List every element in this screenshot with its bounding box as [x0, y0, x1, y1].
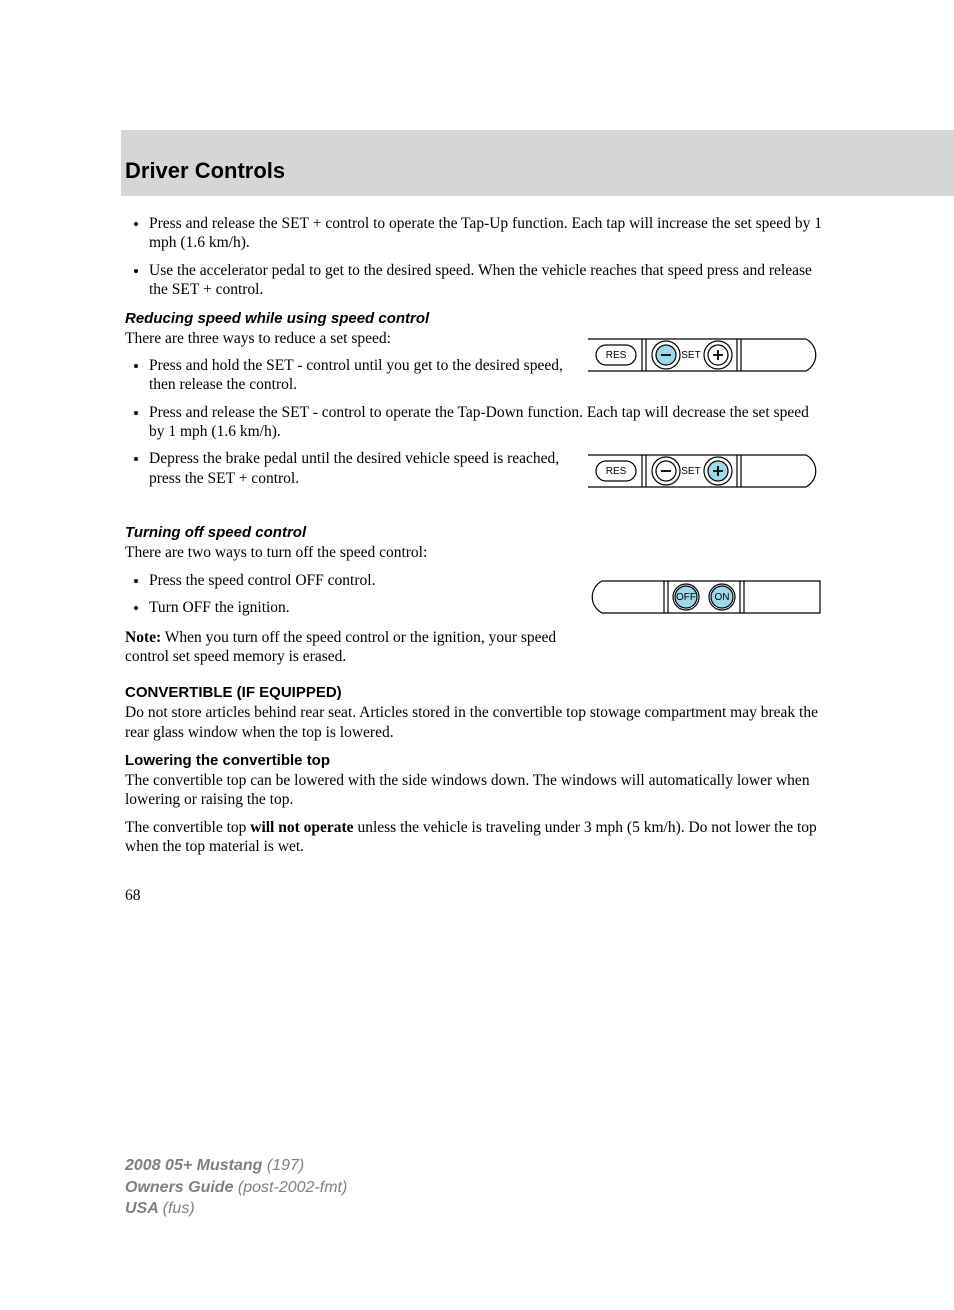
- bullet-item: Press and hold the SET - control until y…: [149, 356, 578, 395]
- bullet-item: Depress the brake pedal until the desire…: [149, 449, 578, 488]
- heading-turning-off: Turning off speed control: [125, 524, 824, 541]
- bullet-item: Turn OFF the ignition.: [149, 598, 578, 617]
- label-set: SET: [681, 466, 700, 477]
- note-label: Note:: [125, 629, 161, 646]
- off-note: Note: When you turn off the speed contro…: [125, 628, 824, 667]
- bullet-item: Press the speed control OFF control.: [149, 571, 578, 590]
- heading-convertible: CONVERTIBLE (IF EQUIPPED): [125, 684, 824, 701]
- footer: 2008 05+ Mustang (197) Owners Guide (pos…: [125, 1155, 347, 1220]
- bullet-item: Press and release the SET + control to o…: [149, 214, 824, 253]
- label-res: RES: [606, 350, 627, 361]
- page-title: Driver Controls: [125, 158, 954, 184]
- reduce-intro: There are three ways to reduce a set spe…: [125, 329, 564, 348]
- heading-lowering: Lowering the convertible top: [125, 752, 824, 769]
- off-intro: There are two ways to turn off the speed…: [125, 543, 824, 562]
- conv-body: Do not store articles behind rear seat. …: [125, 703, 824, 742]
- bullet-item: Press and release the SET - control to o…: [149, 403, 824, 442]
- section-title-bar: Driver Controls: [121, 130, 954, 196]
- cruise-diagram-plus: RES SET: [584, 447, 824, 500]
- label-res: RES: [606, 466, 627, 477]
- note-body: When you turn off the speed control or t…: [125, 629, 556, 665]
- bullet-item: Use the accelerator pedal to get to the …: [149, 261, 824, 300]
- cruise-diagram-minus: RES SET: [584, 331, 824, 384]
- heading-reducing-speed: Reducing speed while using speed control: [125, 310, 824, 327]
- lower-p1: The convertible top can be lowered with …: [125, 771, 824, 810]
- page-number: 68: [125, 887, 824, 905]
- label-off: OFF: [676, 592, 696, 603]
- cruise-diagram-offon: OFF ON: [584, 573, 824, 626]
- label-set: SET: [681, 350, 700, 361]
- intro-bullet-list: Press and release the SET + control to o…: [125, 214, 824, 300]
- label-on: ON: [715, 592, 730, 603]
- lower-p2: The convertible top will not operate unl…: [125, 818, 824, 857]
